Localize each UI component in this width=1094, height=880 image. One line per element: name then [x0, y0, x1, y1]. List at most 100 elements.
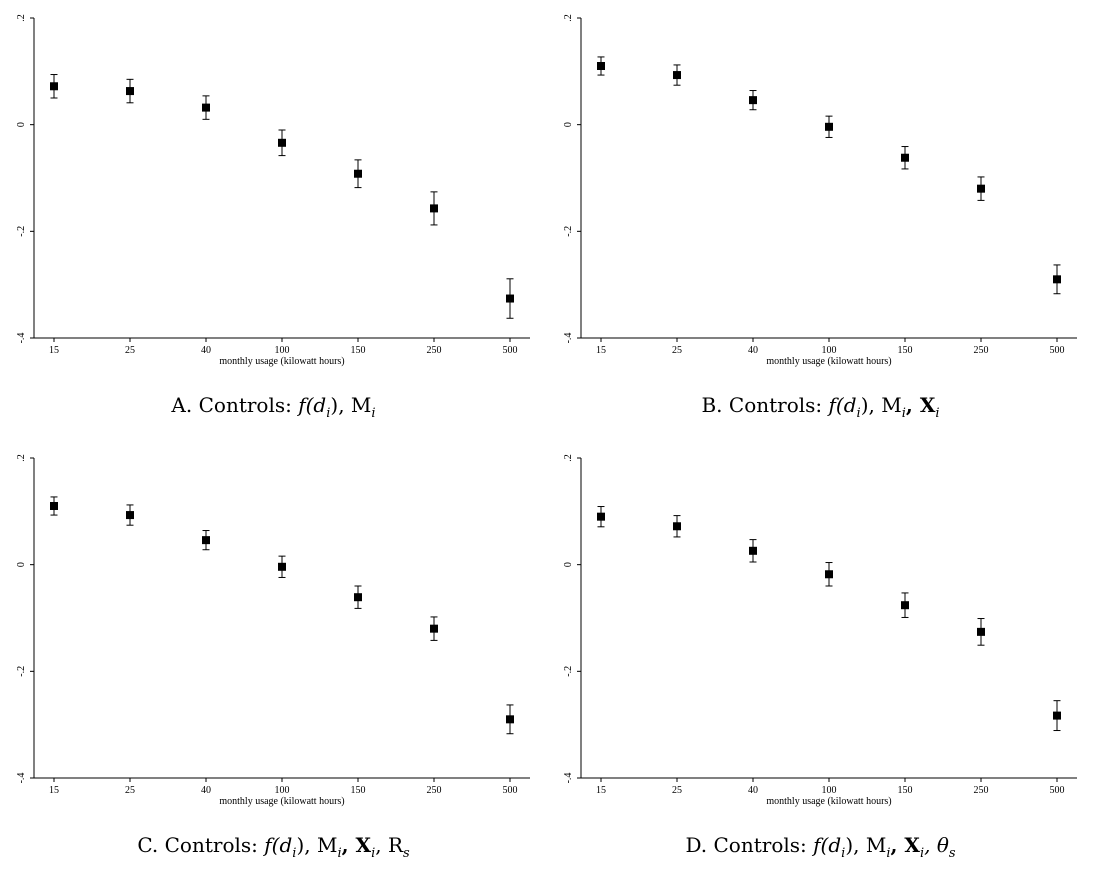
- x-tick-label: 100: [822, 785, 837, 796]
- data-point: [1053, 711, 1061, 720]
- x-tick-label: 25: [672, 785, 682, 796]
- chart-a: .2 0 -.2 -.4 15 25 40 100 150 250 500 monthly usage…: [16, 14, 530, 367]
- x-tick-label: 150: [898, 785, 913, 796]
- caption-math: f(di), Mi, Xi, Rs: [264, 833, 410, 861]
- x-tick-label: 100: [275, 345, 290, 356]
- caption-label: B.: [701, 393, 723, 417]
- data-point: [597, 512, 605, 521]
- x-tick-label: 100: [822, 345, 837, 356]
- x-tick-label: 15: [49, 785, 59, 796]
- x-tick-label: 25: [672, 345, 682, 356]
- x-tick-label: 40: [201, 785, 211, 796]
- x-axis-title: monthly usage (kilowatt hours): [766, 356, 891, 367]
- data-point: [202, 103, 210, 112]
- x-tick-label: 500: [503, 785, 518, 796]
- x-tick-label: 150: [898, 345, 913, 356]
- data-point: [597, 62, 605, 70]
- data-point: [126, 87, 134, 96]
- y-tick-label: -.2: [563, 226, 574, 237]
- data-point: [673, 71, 681, 80]
- data-point: [1053, 275, 1061, 284]
- panel-a: .2 0 -.2 -.4 15 25 40 100 150 250 500 monthly usage…: [0, 0, 547, 440]
- panel-c: .2 0 -.2 -.4 15 25 40 100 150 250 500 monthly usage…: [0, 440, 547, 880]
- panel-d: .2 0 -.2 -.4 15 25 40 100 150 250 500 monthly usage…: [547, 440, 1094, 880]
- data-point: [430, 204, 438, 213]
- data-point: [278, 138, 286, 147]
- data-point: [977, 627, 985, 636]
- data-point: [278, 562, 286, 571]
- caption-math: f(di), Mi, Xi, θs: [813, 833, 956, 861]
- data-point: [749, 96, 757, 105]
- x-tick-label: 150: [351, 785, 366, 796]
- caption-label: D.: [685, 833, 708, 857]
- caption-b: B. Controls: f(di), Mi, Xi: [547, 392, 1094, 427]
- x-axis-title: monthly usage (kilowatt hours): [766, 796, 891, 807]
- x-axis-title: monthly usage (kilowatt hours): [219, 796, 344, 807]
- chart-b: .2 0 -.2 -.4 15 25 40 100 150 250 500 monthly usage…: [563, 14, 1077, 367]
- x-tick-label: 250: [427, 345, 442, 356]
- caption-math: f(di), Mi, Xi: [828, 393, 940, 421]
- data-point: [506, 294, 514, 303]
- x-tick-label: 150: [351, 345, 366, 356]
- y-tick-label: .2: [563, 14, 574, 22]
- y-tick-label: 0: [16, 122, 27, 127]
- data-point: [50, 502, 58, 510]
- x-tick-label: 250: [974, 345, 989, 356]
- y-tick-label: .2: [563, 454, 574, 462]
- caption-a: A. Controls: f(di), Mi: [0, 392, 547, 427]
- y-tick-label: -.4: [563, 333, 574, 344]
- chart-d: .2 0 -.2 -.4 15 25 40 100 150 250 500 monthly usage…: [563, 454, 1077, 807]
- panel-b: .2 0 -.2 -.4 15 25 40 100 150 250 500 monthly usage…: [547, 0, 1094, 440]
- x-tick-label: 40: [748, 785, 758, 796]
- caption-prefix: Controls:: [713, 833, 807, 857]
- x-tick-label: 25: [125, 785, 135, 796]
- y-tick-label: -.2: [16, 666, 27, 677]
- caption-math: f(di), Mi: [298, 393, 376, 421]
- caption-label: C.: [137, 833, 159, 857]
- y-tick-label: -.2: [16, 226, 27, 237]
- x-tick-label: 40: [748, 345, 758, 356]
- data-point: [901, 153, 909, 162]
- data-point: [354, 169, 362, 178]
- x-tick-label: 250: [427, 785, 442, 796]
- x-tick-label: 500: [503, 345, 518, 356]
- y-tick-label: -.4: [563, 773, 574, 784]
- data-point: [673, 522, 681, 531]
- data-point: [506, 715, 514, 724]
- y-tick-label: .2: [16, 14, 27, 22]
- y-tick-label: 0: [16, 562, 27, 567]
- caption-d: D. Controls: f(di), Mi, Xi, θs: [547, 832, 1094, 867]
- x-tick-label: 15: [49, 345, 59, 356]
- x-tick-label: 500: [1050, 785, 1065, 796]
- data-point: [50, 82, 58, 91]
- caption-c: C. Controls: f(di), Mi, Xi, Rs: [0, 832, 547, 867]
- data-point: [354, 593, 362, 602]
- caption-label: A.: [171, 393, 193, 417]
- data-point: [430, 624, 438, 633]
- x-tick-label: 100: [275, 785, 290, 796]
- x-tick-label: 500: [1050, 345, 1065, 356]
- chart-c: .2 0 -.2 -.4 15 25 40 100 150 250 500 monthly usage…: [16, 454, 530, 807]
- data-point: [202, 536, 210, 545]
- caption-prefix: Controls:: [164, 833, 258, 857]
- y-tick-label: 0: [563, 122, 574, 127]
- data-point: [825, 122, 833, 131]
- x-tick-label: 15: [596, 785, 606, 796]
- data-point: [126, 511, 134, 520]
- y-tick-label: 0: [563, 562, 574, 567]
- x-tick-label: 40: [201, 345, 211, 356]
- data-point: [749, 546, 757, 555]
- data-point: [901, 601, 909, 610]
- data-point: [977, 184, 985, 193]
- y-tick-label: -.2: [563, 666, 574, 677]
- caption-prefix: Controls:: [198, 393, 292, 417]
- y-tick-label: -.4: [16, 773, 27, 784]
- x-tick-label: 15: [596, 345, 606, 356]
- data-point: [825, 570, 833, 579]
- x-tick-label: 25: [125, 345, 135, 356]
- caption-prefix: Controls:: [728, 393, 823, 417]
- x-axis-title: monthly usage (kilowatt hours): [219, 356, 344, 367]
- y-tick-label: .2: [16, 454, 27, 462]
- y-tick-label: -.4: [16, 333, 27, 344]
- x-tick-label: 250: [974, 785, 989, 796]
